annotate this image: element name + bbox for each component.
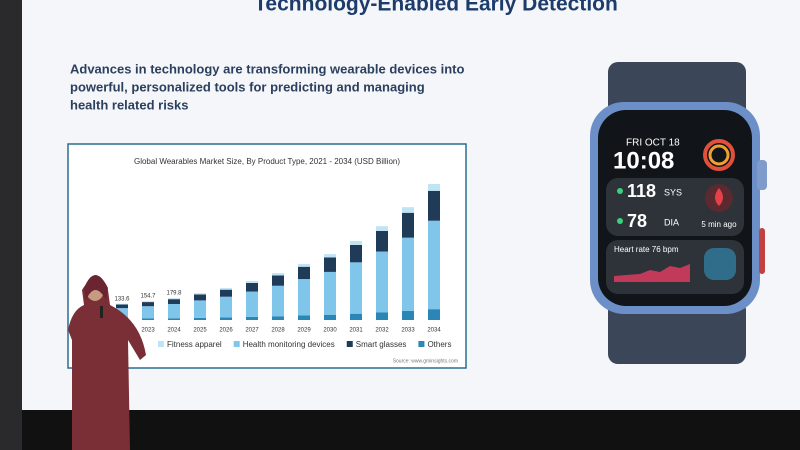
watch-time: 10:08 — [613, 147, 674, 174]
bar-segment — [428, 220, 440, 310]
bar-segment — [402, 237, 414, 311]
bar-segment — [298, 279, 310, 316]
x-tick-label: 2034 — [427, 328, 441, 334]
bar-segment — [168, 318, 180, 320]
legend-label: Health monitoring devices — [243, 340, 335, 349]
bar-segment — [168, 303, 180, 319]
bar-segment — [142, 302, 154, 307]
bar-segment — [246, 280, 258, 283]
legend-swatch — [418, 341, 425, 347]
bar-segment — [298, 263, 310, 267]
x-tick-label: 2028 — [271, 328, 285, 334]
bar-segment — [272, 273, 284, 276]
body-line: Advances in technology are transforming … — [70, 61, 465, 76]
watch: FRI OCT 18 10:08 118 SYS 78 DIA 5 min ag… — [590, 62, 767, 364]
sys-label: SYS — [664, 187, 682, 197]
bar-segment — [142, 301, 154, 303]
sys-value: 118 — [627, 181, 656, 201]
stage-floor — [22, 410, 800, 450]
bar-segment — [402, 207, 414, 213]
x-tick-label: 2031 — [349, 328, 363, 334]
bar-segment — [350, 240, 362, 245]
bar-segment — [194, 300, 206, 318]
bar-segment — [220, 289, 232, 297]
bar-segment — [298, 315, 310, 320]
legend-swatch — [346, 341, 353, 347]
bar-segment — [298, 266, 310, 280]
bar-segment — [194, 317, 206, 320]
presenter — [68, 275, 146, 450]
bar-segment — [142, 306, 154, 319]
bar-segment — [350, 244, 362, 263]
slide-title: Technology-Enabled Early Detection — [254, 0, 618, 16]
x-tick-label: 2030 — [323, 328, 337, 334]
x-tick-label: 2033 — [401, 328, 415, 334]
dia-value: 78 — [627, 211, 647, 231]
total-label: 154.7 — [140, 294, 156, 300]
bar-segment — [272, 316, 284, 320]
x-tick-label: 2023 — [141, 328, 155, 334]
bar-segment — [350, 262, 362, 314]
bar-segment — [246, 291, 258, 317]
bar-segment — [168, 299, 180, 304]
bar-segment — [272, 275, 284, 286]
bar-segment — [324, 257, 336, 272]
bar-segment — [324, 271, 336, 315]
bar-segment — [376, 230, 388, 252]
x-tick-label: 2029 — [297, 328, 311, 334]
chart: 133.6 2023 154.7 2024 179.8 2025 2026 2027 2028 2… — [114, 184, 451, 349]
x-tick-label: 2027 — [245, 328, 259, 334]
bar-segment — [142, 318, 154, 320]
bar-segment — [116, 304, 128, 309]
bar-segment — [428, 184, 440, 191]
bar-segment — [220, 288, 232, 290]
watch-date: FRI OCT 18 — [626, 138, 680, 149]
total-label: 179.8 — [166, 291, 182, 297]
heart-label: Heart rate 76 bpm — [614, 245, 679, 254]
chart-title: Global Wearables Market Size, By Product… — [134, 157, 400, 166]
bar-segment — [246, 282, 258, 292]
bar-segment — [376, 312, 388, 320]
body-line: health related risks — [70, 97, 189, 112]
dia-label: DIA — [664, 217, 679, 227]
bar-segment — [220, 296, 232, 318]
bar-segment — [402, 310, 414, 320]
legend-swatch — [233, 341, 240, 347]
legend-swatch — [158, 341, 164, 347]
bar-segment — [220, 317, 232, 320]
bar-segment — [194, 293, 206, 295]
bar-segment — [272, 285, 284, 317]
chart-source: Source: www.gminsights.com — [393, 358, 458, 364]
x-tick-label: 2025 — [193, 328, 207, 334]
bar-segment — [350, 313, 362, 320]
bar-segment — [376, 226, 388, 231]
x-tick-label: 2024 — [167, 328, 181, 334]
bar-segment — [246, 316, 258, 320]
total-label: 133.6 — [114, 296, 130, 302]
bar-segment — [324, 314, 336, 320]
legend-label: Fitness apparel — [167, 340, 222, 349]
bar-segment — [116, 303, 128, 305]
stage-side — [0, 0, 22, 450]
bar-segment — [428, 309, 440, 320]
bar-segment — [402, 212, 414, 238]
legend-label: Smart glasses — [356, 340, 407, 349]
x-tick-label: 2032 — [375, 328, 389, 334]
bar-segment — [324, 254, 336, 258]
bar-segment — [428, 190, 440, 221]
x-tick-label: 2026 — [219, 328, 233, 334]
ago-label: 5 min ago — [701, 220, 737, 229]
bar-segment — [376, 251, 388, 313]
body-line: powerful, personalized tools for predict… — [70, 79, 425, 94]
legend-label: Others — [427, 340, 451, 349]
bar-segment — [194, 294, 206, 301]
bar-segment — [168, 298, 180, 300]
